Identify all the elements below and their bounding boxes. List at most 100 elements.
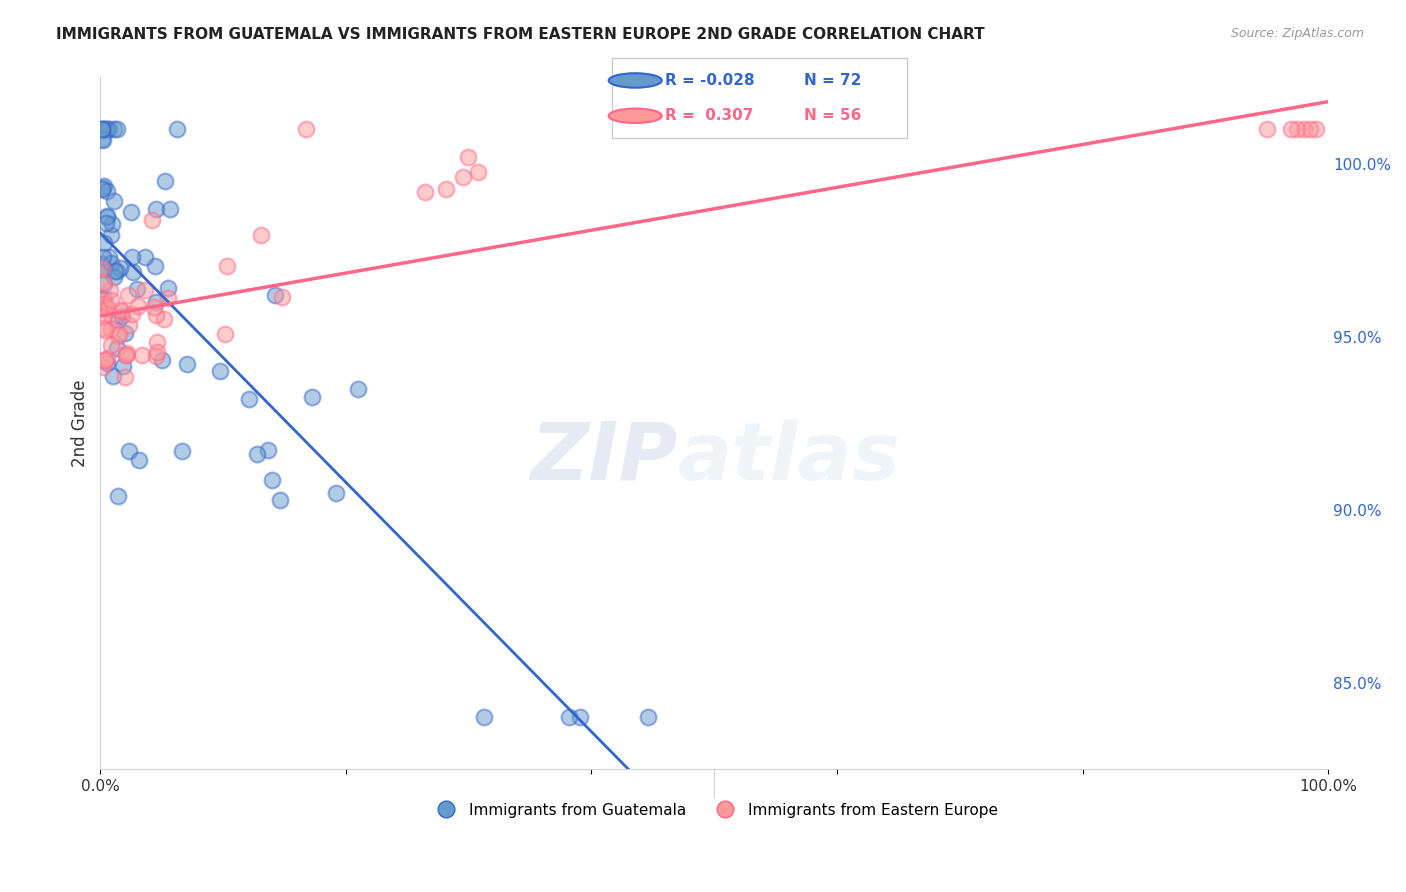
Point	[94, 217, 117, 231]
Point	[1305, 122, 1327, 136]
Point	[117, 287, 139, 301]
Point	[100, 217, 122, 231]
Point	[325, 486, 347, 500]
Point	[96, 351, 118, 365]
Point	[1299, 122, 1322, 136]
Point	[145, 349, 167, 363]
Point	[637, 710, 659, 724]
Text: R = -0.028: R = -0.028	[665, 73, 755, 88]
Point	[90, 132, 112, 146]
Point	[91, 310, 114, 324]
Point	[153, 174, 176, 188]
Point	[96, 122, 118, 136]
Point	[413, 185, 436, 199]
Point	[100, 227, 122, 242]
Point	[256, 442, 278, 457]
Point	[90, 122, 112, 136]
Point	[120, 204, 142, 219]
Point	[90, 260, 112, 275]
Point	[96, 210, 118, 224]
Point	[90, 260, 112, 275]
Point	[246, 447, 269, 461]
Point	[249, 228, 271, 243]
Point	[114, 326, 136, 341]
Point	[93, 122, 115, 136]
Text: N = 72: N = 72	[804, 73, 860, 88]
Point	[294, 122, 316, 136]
Text: N = 56: N = 56	[804, 108, 860, 123]
Point	[260, 473, 283, 487]
Point	[93, 262, 115, 277]
Circle shape	[609, 73, 662, 87]
Point	[346, 382, 368, 396]
Point	[271, 290, 294, 304]
Point	[121, 307, 143, 321]
Point	[97, 250, 120, 264]
Point	[94, 353, 117, 368]
Point	[91, 122, 114, 136]
Point	[91, 359, 114, 374]
Point	[166, 122, 188, 136]
Point	[114, 369, 136, 384]
Point	[238, 392, 260, 406]
Point	[101, 369, 124, 384]
Point	[114, 348, 136, 362]
Point	[93, 179, 115, 194]
Point	[91, 320, 114, 334]
Point	[153, 311, 176, 326]
Point	[90, 257, 112, 271]
Text: R =  0.307: R = 0.307	[665, 108, 754, 123]
Point	[91, 250, 114, 264]
Text: IMMIGRANTS FROM GUATEMALA VS IMMIGRANTS FROM EASTERN EUROPE 2ND GRADE CORRELATIO: IMMIGRANTS FROM GUATEMALA VS IMMIGRANTS …	[56, 27, 984, 42]
Point	[269, 493, 291, 508]
Point	[110, 261, 132, 276]
Point	[98, 283, 121, 297]
Point	[91, 133, 114, 147]
Point	[96, 300, 118, 314]
Point	[170, 444, 193, 458]
Point	[145, 345, 167, 359]
Point	[157, 281, 180, 295]
Point	[115, 346, 138, 360]
Point	[100, 256, 122, 270]
Legend: Immigrants from Guatemala, Immigrants from Eastern Europe: Immigrants from Guatemala, Immigrants fr…	[425, 797, 1004, 824]
Circle shape	[609, 109, 662, 123]
Point	[263, 287, 285, 301]
Point	[141, 213, 163, 227]
Point	[474, 710, 496, 724]
Point	[1279, 122, 1302, 136]
Point	[93, 292, 115, 306]
Point	[93, 277, 115, 291]
Point	[457, 150, 479, 164]
Point	[131, 348, 153, 362]
Point	[1286, 122, 1309, 136]
Point	[93, 181, 115, 195]
Point	[105, 341, 128, 355]
Point	[209, 363, 232, 377]
Point	[146, 334, 169, 349]
Point	[159, 202, 181, 216]
Point	[118, 318, 141, 333]
Point	[93, 297, 115, 311]
Point	[145, 308, 167, 322]
Point	[128, 452, 150, 467]
Point	[107, 328, 129, 343]
Point	[104, 264, 127, 278]
Point	[214, 326, 236, 341]
Point	[100, 338, 122, 352]
Point	[134, 250, 156, 264]
Point	[96, 356, 118, 370]
Point	[94, 353, 117, 368]
Point	[103, 122, 125, 136]
Point	[152, 353, 174, 368]
Point	[100, 293, 122, 308]
Point	[90, 293, 112, 307]
Text: atlas: atlas	[678, 419, 900, 497]
Point	[105, 264, 128, 278]
Point	[436, 182, 458, 196]
Point	[118, 443, 141, 458]
Point	[101, 310, 124, 325]
Point	[93, 323, 115, 337]
Point	[145, 294, 167, 309]
Point	[103, 269, 125, 284]
